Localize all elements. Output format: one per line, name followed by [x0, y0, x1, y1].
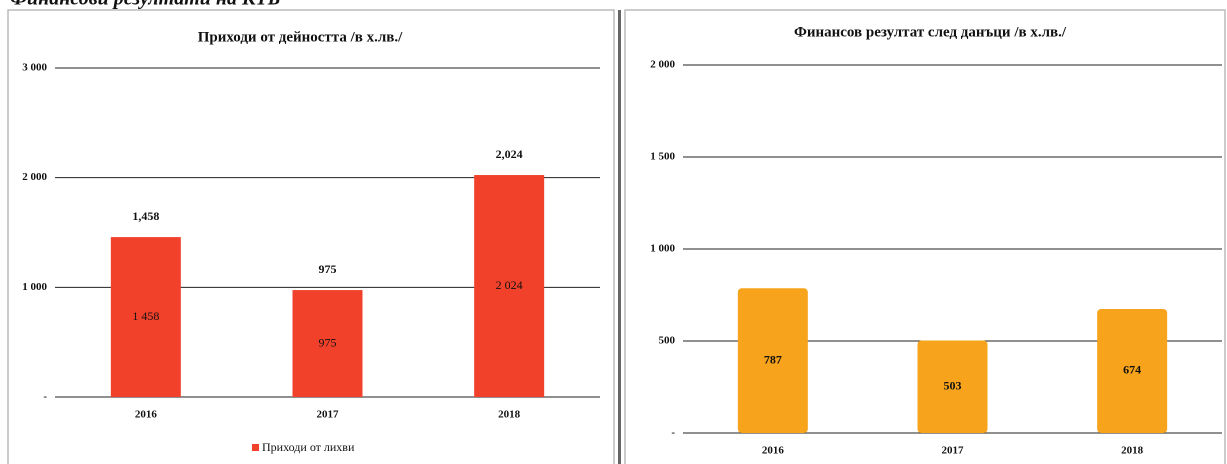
y-tick-label: 2 000: [22, 171, 47, 183]
y-tick-label: 1 000: [22, 281, 47, 293]
x-tick-label: 2016: [762, 445, 785, 457]
value-label: 1,458: [132, 209, 159, 223]
y-tick-label: 1 000: [650, 243, 675, 255]
inner-value-label: 787: [764, 352, 782, 366]
bar: [917, 340, 988, 433]
y-tick-label: -: [43, 391, 47, 403]
panel: [7, 9, 615, 464]
inner-value-label: 674: [1123, 363, 1141, 377]
x-tick-label: 2018: [1121, 445, 1144, 457]
chart-title: Приходи от дейността /в х.лв./: [198, 29, 403, 45]
inner-value-label: 503: [944, 378, 962, 392]
inner-value-label: 975: [319, 335, 337, 349]
bar: [1097, 308, 1168, 433]
legend-label: Приходи от лихви: [262, 440, 355, 454]
value-label: 975: [319, 262, 337, 276]
x-tick-label: 2017: [942, 445, 965, 457]
inner-value-label: 1 458: [132, 309, 159, 323]
bar: [292, 290, 363, 397]
x-tick-label: 2018: [498, 409, 521, 421]
separator: [618, 10, 621, 464]
heading: Финансови резултати на КТБ: [10, 0, 281, 10]
bar: [474, 175, 545, 397]
value-label: 2,024: [496, 147, 523, 161]
inner-value-label: 2 024: [496, 278, 523, 292]
y-tick-label: 1 500: [650, 151, 675, 163]
y-tick-label: 2 000: [650, 59, 675, 71]
bar: [110, 237, 181, 397]
x-tick-label: 2016: [135, 409, 158, 421]
y-tick-label: 3 000: [22, 62, 47, 74]
chart-title: Финансов резултат след данъци /в х.лв./: [794, 24, 1067, 40]
x-tick-label: 2017: [317, 409, 340, 421]
y-tick-label: -: [671, 427, 675, 439]
panel: [624, 9, 1226, 464]
bar: [737, 288, 808, 433]
y-tick-label: 500: [659, 335, 676, 347]
legend-swatch: [252, 444, 259, 451]
